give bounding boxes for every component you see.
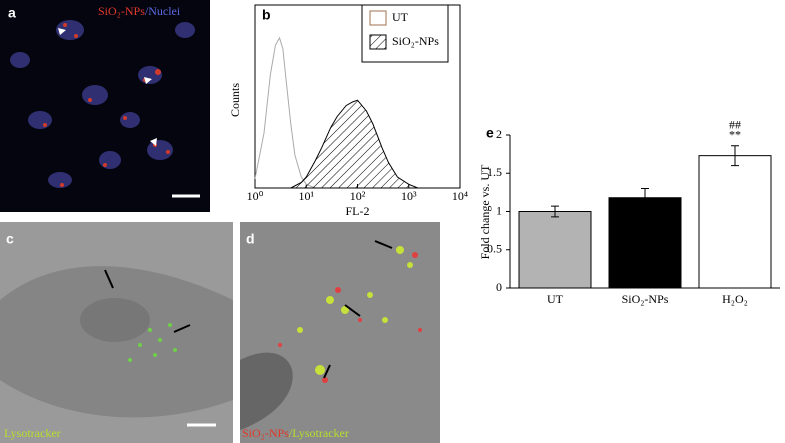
histogram-curve [290, 99, 418, 189]
error-bar [641, 188, 649, 208]
error-bar [551, 205, 559, 218]
y-tick-label: 0.5 [487, 242, 502, 256]
error-bar [731, 145, 739, 167]
legend-label: UT [392, 10, 409, 24]
micrograph-a: a SiO₂-NPs/Nuclei [0, 0, 210, 212]
y-tick-label: 0 [496, 280, 502, 294]
bar [518, 211, 592, 289]
panel-label: e [486, 125, 494, 141]
x-tick-label: 10⁰ [247, 189, 264, 203]
y-axis-label: Fold change vs. UT [478, 164, 492, 259]
x-tick-label: H₂O₂ [722, 292, 748, 306]
caption-part: SiO₂-NPs [242, 426, 289, 440]
bar [698, 155, 772, 289]
legend-swatch [369, 34, 387, 50]
caption-part: /Nuclei [145, 4, 181, 18]
y-axis-label: Counts [228, 83, 242, 117]
x-tick-label: UT [547, 292, 564, 306]
panel-label: d [246, 231, 255, 247]
charts: 10⁰ 10¹ 10² 10³ 10⁴ FL-2 Counts b UT SiO₂-NPs 0 0.5… [228, 4, 780, 306]
bar [608, 197, 682, 289]
panel-label: c [6, 231, 14, 247]
x-tick-label: 10¹ [298, 189, 314, 203]
caption: Lysotracker [4, 426, 61, 440]
x-tick-label: 10² [350, 189, 366, 203]
caption: SiO₂-NPs/Lysotracker [242, 426, 349, 440]
x-tick-label: SiO₂-NPs [622, 292, 669, 306]
panel-label: b [262, 7, 271, 23]
panel-label: a [8, 5, 16, 21]
annotation: ## [729, 117, 741, 131]
y-tick-label: 2 [496, 127, 502, 141]
histogram-curve [254, 36, 316, 189]
legend-label: SiO₂-NPs [392, 34, 439, 48]
x-tick-label: 10³ [401, 189, 417, 203]
y-tick-label: 1 [496, 203, 502, 217]
caption-part: /Lysotracker [289, 426, 349, 440]
caption-part: SiO₂-NPs [98, 4, 145, 18]
y-tick-label: 1.5 [487, 165, 502, 179]
x-tick-label: 10⁴ [452, 189, 468, 203]
micrograph-c: c Lysotracker [0, 222, 233, 443]
micrograph-d: d SiO₂-NPs/Lysotracker [240, 222, 440, 443]
x-axis-label: FL-2 [346, 204, 370, 218]
caption: SiO₂-NPs/Nuclei [98, 4, 181, 18]
annotation: ** [729, 127, 741, 141]
legend-swatch [369, 10, 387, 26]
